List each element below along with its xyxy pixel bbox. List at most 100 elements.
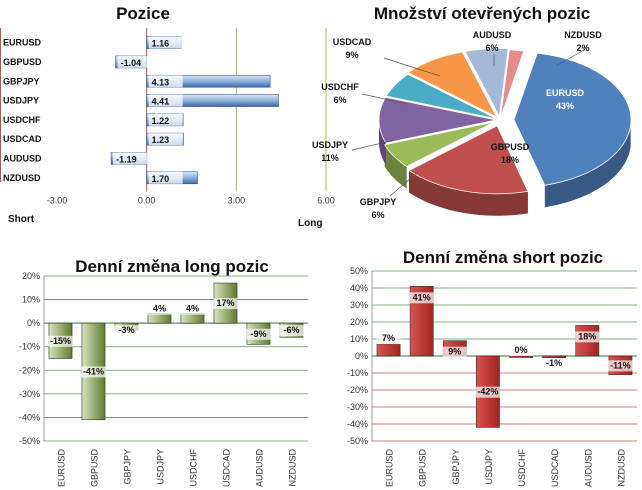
pie-name-nzdusd: NZDUSD xyxy=(564,30,602,40)
category-label-usdcad: USDCAD xyxy=(3,134,42,144)
category-label-audusd: AUDUSD xyxy=(3,153,42,163)
value-label-gbpusd: -1.04 xyxy=(121,58,142,68)
category-label-usdjpy: USDJPY xyxy=(484,449,494,485)
pie-leader-line xyxy=(389,171,419,197)
pie-leader-line xyxy=(555,49,585,67)
chart-positions-long-label: Long xyxy=(298,218,322,229)
value-label-bg xyxy=(409,292,434,304)
bar-usdchf xyxy=(180,313,205,324)
value-label-bg xyxy=(148,75,183,88)
pie-name-audusd: AUDUSD xyxy=(473,30,512,40)
value-label-bg xyxy=(48,335,73,347)
pie-value-usdjpy: 11% xyxy=(321,153,339,163)
value-label-usdjpy: 4% xyxy=(153,304,166,314)
bar-gbpusd xyxy=(409,285,434,357)
value-label-bg xyxy=(376,333,401,345)
pie-value-audusd: 6% xyxy=(485,43,498,53)
category-label-audusd: AUDUSD xyxy=(255,449,265,488)
value-label-eurusd: -15% xyxy=(50,336,71,346)
pie-name-eurusd: EURUSD xyxy=(546,88,585,98)
pie-slice-usdcad xyxy=(407,51,498,118)
value-label-eurusd: 1.16 xyxy=(152,39,170,49)
value-label-bg xyxy=(213,298,238,310)
value-label-bg xyxy=(180,303,205,315)
category-label-nzdusd: NZDUSD xyxy=(616,449,626,487)
pie-value-usdcad: 9% xyxy=(345,50,358,60)
pie-value-gbpusd: 18% xyxy=(501,155,519,165)
chart-short-change-title: Denní změna short pozic xyxy=(403,248,603,267)
value-label-nzdusd: -6% xyxy=(283,325,299,335)
value-label-nzdusd: -11% xyxy=(610,360,631,370)
category-label-usdchf: USDCHF xyxy=(189,448,199,486)
pie-name-usdjpy: USDJPY xyxy=(312,140,348,150)
value-label-bg xyxy=(608,360,633,372)
value-label-eurusd: 7% xyxy=(382,333,395,343)
value-label-bg xyxy=(148,94,183,107)
value-label-usdjpy: -42% xyxy=(477,387,498,397)
category-label-usdcad: USDCAD xyxy=(550,449,560,488)
y-tick-label: -10% xyxy=(19,342,40,352)
value-label-usdcad: -1% xyxy=(546,358,562,368)
value-label-bg xyxy=(117,55,152,68)
value-label-bg xyxy=(148,133,183,146)
value-label-gbpjpy: -3% xyxy=(118,325,134,335)
x-tick-label: 3.00 xyxy=(228,195,246,205)
y-tick-label: 10% xyxy=(22,295,40,305)
category-label-eurusd: EURUSD xyxy=(385,449,395,488)
pie-name-usdchf: USDCHF xyxy=(321,82,359,92)
pie-value-gbpjpy: 6% xyxy=(371,210,384,220)
category-label-nzdusd: NZDUSD xyxy=(288,449,298,487)
value-label-audusd: -9% xyxy=(250,329,266,339)
category-label-usdjpy: USDJPY xyxy=(156,449,166,485)
value-label-bg xyxy=(246,328,271,340)
chart-open-positions: Množství otevřených pozic EURUSD 43% GBPUS… xyxy=(312,4,632,220)
category-label-usdchf: USDCHF xyxy=(3,115,41,125)
pie-side-usdjpy xyxy=(379,120,386,165)
y-tick-label: 0% xyxy=(355,351,368,361)
value-label-bg xyxy=(542,358,567,369)
value-label-audusd: 18% xyxy=(578,331,596,341)
value-label-usdjpy: 4.41 xyxy=(152,97,170,107)
y-tick-label: -10% xyxy=(347,368,368,378)
pie-side-eurusd xyxy=(544,125,631,208)
value-label-bg xyxy=(114,325,139,337)
category-label-gbpusd: GBPUSD xyxy=(3,57,42,67)
category-label-audusd: AUDUSD xyxy=(583,449,593,488)
y-tick-label: -20% xyxy=(347,385,368,395)
y-tick-label: -40% xyxy=(19,412,40,422)
chart-long-change: Denní změna long pozic 20% 10% 0% -10% -20% -… xyxy=(19,257,308,487)
value-label-bg xyxy=(509,345,534,356)
y-tick-label: 0% xyxy=(27,318,40,328)
bar-usdcad xyxy=(542,355,567,358)
pie-value-eurusd: 43% xyxy=(556,101,574,111)
value-label-bg xyxy=(113,152,148,165)
value-label-gbpusd: 41% xyxy=(413,292,431,302)
value-label-usdcad: 17% xyxy=(216,298,234,308)
x-tick-label: 0.00 xyxy=(138,195,156,205)
pie-value-nzdusd: 2% xyxy=(576,43,589,53)
chart-short-change: Denní změna short pozic 50% 40% 30% 20% 10% 0… xyxy=(347,248,637,487)
category-label-eurusd: EURUSD xyxy=(57,449,67,488)
value-label-usdchf: 1.22 xyxy=(152,116,170,126)
value-label-audusd: -1.19 xyxy=(116,154,137,164)
y-tick-label: -50% xyxy=(347,436,368,446)
pie-slice-gbpjpy xyxy=(384,121,496,168)
category-label-nzdusd: NZDUSD xyxy=(3,173,41,183)
value-label-gbpusd: -41% xyxy=(83,366,104,376)
chart-positions-left-border xyxy=(0,28,1,182)
pie-side-gbpusd xyxy=(408,170,528,216)
value-label-usdcad: 1.23 xyxy=(152,135,170,145)
category-label-gbpusd: GBPUSD xyxy=(90,449,100,488)
value-label-bg xyxy=(148,113,183,126)
pie-slice-nzdusd xyxy=(500,49,525,118)
y-tick-label: 20% xyxy=(350,317,368,327)
chart-positions: Pozice 1.16 -1.04 4.13 4.41 1.22 1.23 -1.19 1.7… xyxy=(0,4,335,229)
pie-slice-gbpusd xyxy=(408,125,529,195)
pie-value-usdchf: 6% xyxy=(333,95,346,105)
y-tick-label: 30% xyxy=(350,300,368,310)
y-tick-label: -30% xyxy=(347,402,368,412)
y-tick-label: -20% xyxy=(19,365,40,375)
chart-positions-title: Pozice xyxy=(116,4,170,23)
pie-leader-line xyxy=(383,57,441,77)
bar-eurusd xyxy=(376,343,401,357)
